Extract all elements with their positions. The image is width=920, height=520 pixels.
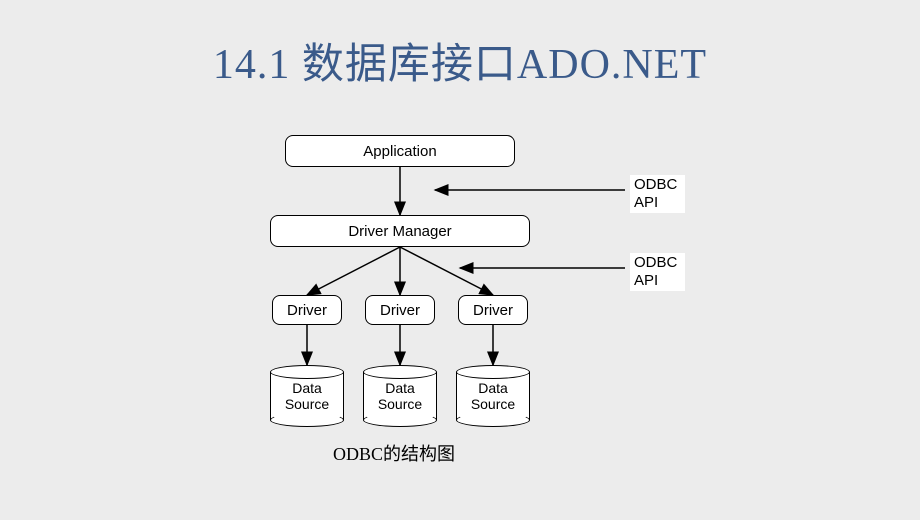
node-ds3: DataSource [456, 365, 530, 427]
node-drv1: Driver [272, 295, 342, 325]
node-dm: Driver Manager [270, 215, 530, 247]
odbc-diagram: Application Driver Manager Driver Driver Dri… [0, 120, 920, 520]
edge-dm-drv3 [400, 247, 493, 295]
node-ds1: DataSource [270, 365, 344, 427]
diagram-caption: ODBC的结构图 [333, 440, 455, 466]
node-app: Application [285, 135, 515, 167]
node-drv3: Driver [458, 295, 528, 325]
edge-dm-drv1 [307, 247, 400, 295]
node-drv2: Driver [365, 295, 435, 325]
node-ds2: DataSource [363, 365, 437, 427]
page-title: 14.1 数据库接口ADO.NET [0, 0, 920, 91]
annotation-label-0: ODBCAPI [630, 175, 685, 213]
annotation-label-1: ODBCAPI [630, 253, 685, 291]
